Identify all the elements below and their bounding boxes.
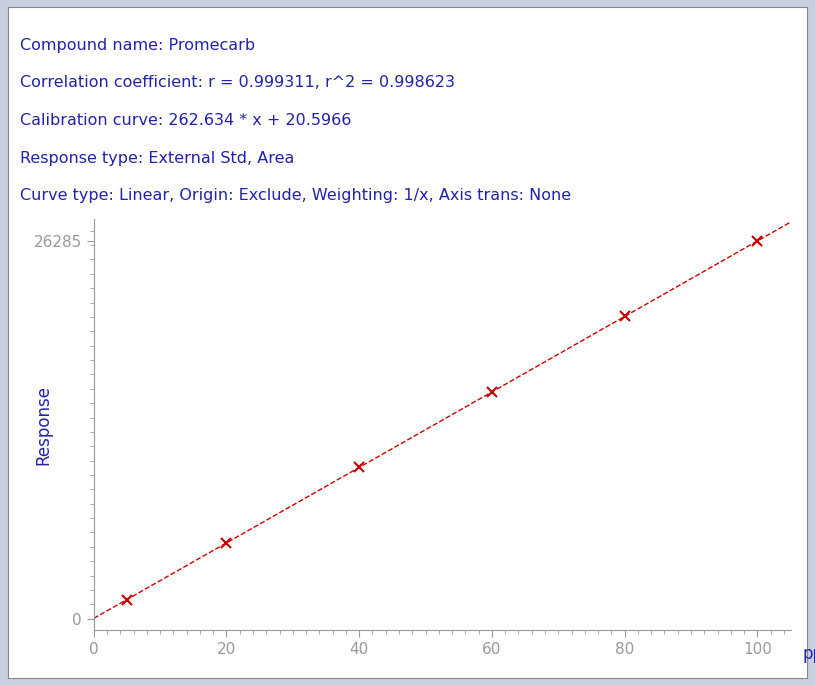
Text: Compound name: Promecarb: Compound name: Promecarb (20, 38, 255, 53)
Text: Calibration curve: 262.634 * x + 20.5966: Calibration curve: 262.634 * x + 20.5966 (20, 113, 352, 128)
Text: Correlation coefficient: r = 0.999311, r^2 = 0.998623: Correlation coefficient: r = 0.999311, r… (20, 75, 456, 90)
Y-axis label: Response: Response (34, 385, 52, 464)
X-axis label: ppb: ppb (803, 645, 815, 662)
Text: Curve type: Linear, Origin: Exclude, Weighting: 1/x, Axis trans: None: Curve type: Linear, Origin: Exclude, Wei… (20, 188, 571, 203)
Text: Response type: External Std, Area: Response type: External Std, Area (20, 151, 295, 166)
